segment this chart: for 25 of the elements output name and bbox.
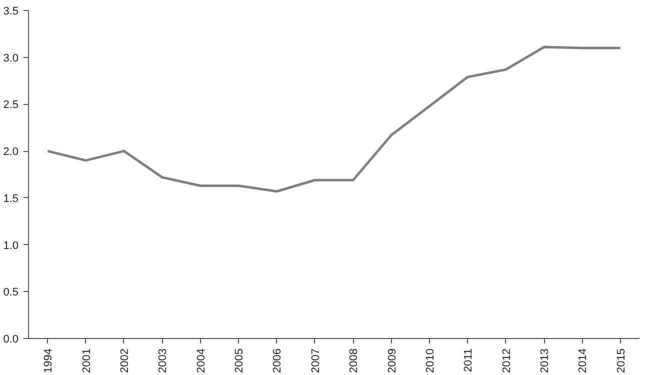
y-tick-label: 0.5 <box>3 286 19 299</box>
y-tick-label: 3.0 <box>3 52 19 64</box>
x-tick-label: 2011 <box>462 348 475 372</box>
x-tick-label: 2006 <box>272 348 284 373</box>
line-series <box>46 46 622 193</box>
x-tick-label: 2003 <box>157 348 170 373</box>
x-tick-label: 2009 <box>386 348 398 373</box>
y-tick-label: 1.0 <box>3 240 19 252</box>
x-tick-label: 2002 <box>118 348 131 373</box>
y-tick-label: 0.0 <box>3 334 19 346</box>
x-tick-label: 2012 <box>500 348 513 373</box>
x-tick-label: 2005 <box>234 348 246 373</box>
y-tick-label: 2.5 <box>3 99 19 112</box>
y-tick-label: 2.0 <box>3 146 19 158</box>
x-tick-label: 2013 <box>539 348 552 373</box>
x-tick-label: 2001 <box>80 348 93 373</box>
x-tick-label: 2008 <box>348 348 360 373</box>
x-tick-label: 2015 <box>615 348 628 373</box>
x-tick-label: 1994 <box>42 348 55 373</box>
y-tick-label: 1.5 <box>3 192 19 205</box>
x-tick-label: 2010 <box>424 348 436 373</box>
x-tick-label: 2007 <box>310 348 322 373</box>
x-tick-label: 2014 <box>577 348 590 373</box>
y-tick-label: 3.5 <box>3 6 19 18</box>
x-tick-label: 2004 <box>195 348 208 373</box>
